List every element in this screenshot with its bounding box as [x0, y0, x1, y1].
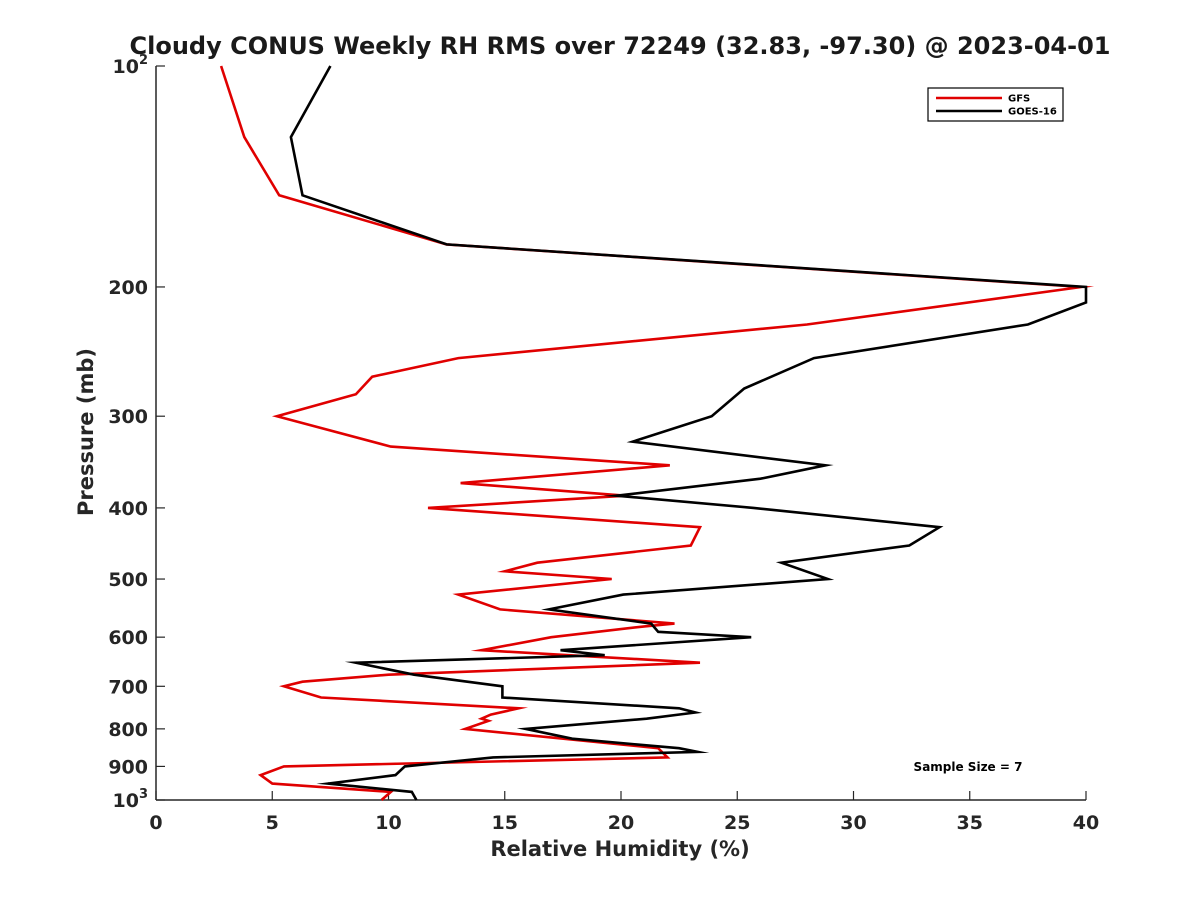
- x-axis-label: Relative Humidity (%): [490, 837, 749, 861]
- y-tick-label: 600: [108, 627, 148, 649]
- y-tick-label: 400: [108, 498, 148, 520]
- x-tick-label: 40: [1073, 812, 1099, 834]
- x-tick-label: 0: [149, 812, 162, 834]
- y-tick-base: 10: [113, 56, 139, 78]
- x-tick-label: 15: [492, 812, 518, 834]
- legend-box: [927, 87, 1064, 122]
- x-tick-label: 35: [957, 812, 983, 834]
- legend-label: GOES-16: [1008, 107, 1057, 118]
- legend-label: GFS: [1008, 94, 1030, 105]
- x-tick-label: 25: [724, 812, 750, 834]
- series-line-gfs: [219, 65, 1095, 801]
- legend: GFS GOES-16: [927, 87, 1064, 122]
- axes: 0 5 10 15 20 25 30 35 40102200300400500600700800…: [108, 53, 1099, 834]
- y-tick-label: 700: [108, 676, 148, 698]
- series-line-goes-16: [289, 65, 1088, 801]
- x-tick-label: 5: [266, 812, 279, 834]
- y-tick-label: 900: [108, 756, 148, 778]
- series-layer: [219, 65, 1095, 801]
- x-tick-label: 20: [608, 812, 634, 834]
- sample-size-annotation: Sample Size = 7: [914, 760, 1023, 774]
- x-tick-label: 30: [840, 812, 866, 834]
- y-axis-label: Pressure (mb): [74, 348, 98, 516]
- y-tick-exponent: 2: [139, 53, 148, 68]
- y-tick-label: 800: [108, 719, 148, 741]
- y-tick-label: 102: [113, 53, 149, 78]
- x-tick-label: 10: [375, 812, 401, 834]
- y-tick-base: 10: [113, 790, 139, 812]
- y-tick-label: 103: [113, 787, 149, 812]
- y-tick-label: 300: [108, 406, 148, 428]
- y-tick-exponent: 3: [139, 787, 148, 802]
- y-tick-label: 500: [108, 569, 148, 591]
- chart-title: Cloudy CONUS Weekly RH RMS over 72249 (3…: [130, 32, 1111, 60]
- y-tick-label: 200: [108, 277, 148, 299]
